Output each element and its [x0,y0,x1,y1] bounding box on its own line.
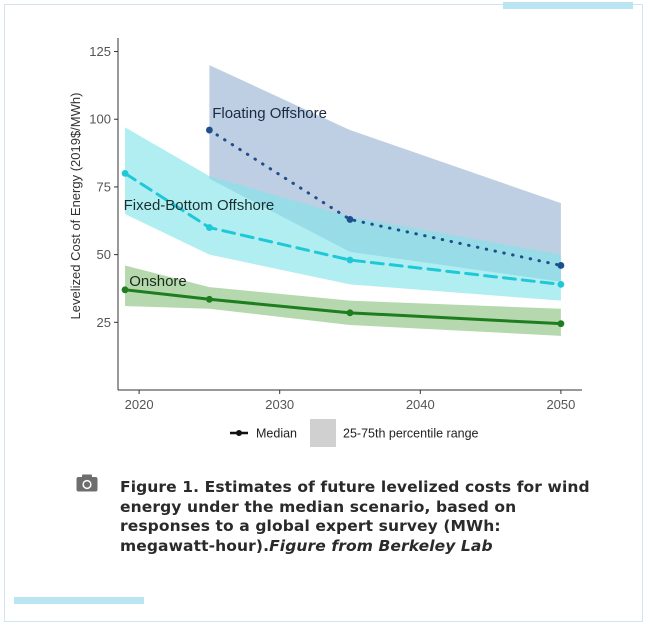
figure-caption: Figure 1. Estimates of future levelized … [120,478,590,556]
band-fixed [125,127,561,301]
x-tick-label: 2030 [265,397,294,412]
median-point-fixed [346,256,354,264]
median-point-fixed [205,224,213,231]
accent-bar-bottom [14,597,144,604]
median-line-onshore [123,288,563,326]
y-tick-label: 100 [89,112,111,127]
legend-band-swatch [310,419,336,447]
y-axis-title: Levelized Cost of Energy (2019$/MWh) [68,93,83,320]
series-label-onshore: Onshore [129,273,187,290]
median-point-onshore [121,286,129,294]
median-point-fixed [557,281,565,288]
median-line-floating [207,128,563,267]
y-tick-label: 125 [89,44,111,59]
band-floating [209,65,561,282]
median-point-onshore [346,309,354,317]
chart: 25 50 75 100 125 2020 2030 2040 2050 Levelized Co… [60,30,600,460]
series-label-fixed: Fixed-Bottom Offshore [124,197,275,214]
legend-median-point [236,430,242,436]
x-tick-label: 2040 [406,397,435,412]
median-point-floating [346,216,354,223]
caption-bold: Figure 1. Estimates of future levelized … [120,478,590,555]
legend-median-label: Median [256,427,297,441]
x-tick-label: 2050 [546,397,575,412]
y-tick-label: 25 [97,315,111,330]
median-line-fixed [123,171,563,286]
accent-bar-top [503,2,633,9]
caption-source: Figure from Berkeley Lab [269,536,493,555]
y-tick-label: 50 [97,247,111,262]
median-point-onshore [557,320,565,328]
camera-icon[interactable] [76,474,98,492]
median-point-floating [205,126,213,134]
chart-svg: 25 50 75 100 125 2020 2030 2040 2050 Levelized Co… [68,38,582,447]
y-tick-label: 75 [97,179,111,194]
series-label-floating: Floating Offshore [212,105,327,122]
median-point-floating [557,262,565,269]
x-tick-label: 2020 [125,397,154,412]
legend-band-label: 25-75th percentile range [343,427,479,441]
figure-frame [4,4,643,622]
median-point-fixed [121,169,129,177]
median-point-onshore [205,295,213,303]
